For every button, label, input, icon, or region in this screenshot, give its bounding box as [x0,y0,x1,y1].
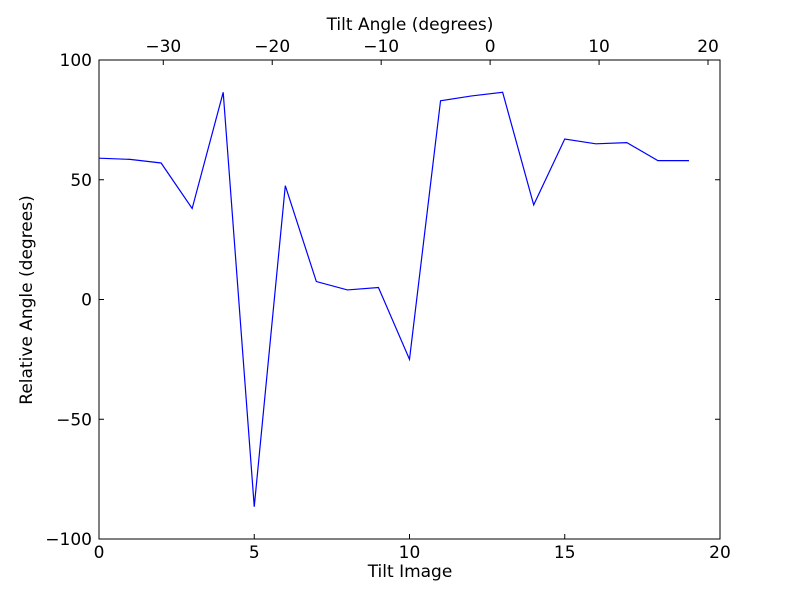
y-tick-label: −100 [45,530,92,550]
top-axis-label: Tilt Angle (degrees) [326,15,494,35]
top-tick-label: −10 [363,37,399,57]
x-tick-label: 10 [399,543,421,563]
x-tick-label: 15 [554,543,576,563]
y-tick-label: 50 [70,171,92,191]
top-tick-label: 0 [485,37,496,57]
data-line-relative-angle [98,91,689,507]
left-axis-label: Relative Angle (degrees) [17,195,37,404]
top-tick-label: 20 [697,37,719,57]
top-tick-label: −20 [254,37,290,57]
y-tick-label: 0 [81,291,92,311]
top-tick-label: 10 [588,37,610,57]
x-tick-label: 0 [94,543,105,563]
axes-spines [98,59,721,540]
bottom-axis-label: Tilt Image [367,562,453,582]
y-tick-label: −50 [56,410,92,430]
x-tick-label: 5 [249,543,260,563]
y-tick-label: 100 [60,51,92,71]
x-tick-label: 20 [709,543,731,563]
top-tick-label: −30 [145,37,181,57]
